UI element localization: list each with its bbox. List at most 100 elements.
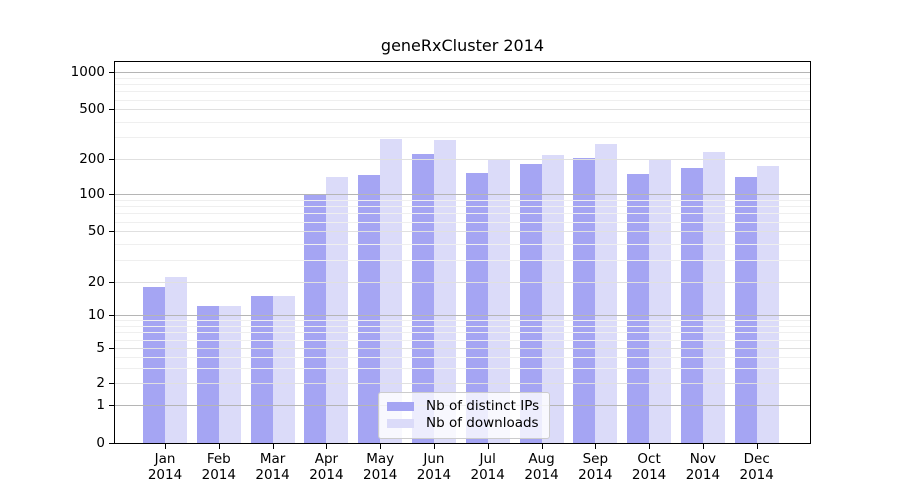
gridline-decade-10	[115, 315, 810, 316]
bar-downloads-jul	[487, 158, 510, 443]
gridline-minor-8	[115, 325, 810, 327]
bar-distinct-ips-jul	[465, 173, 488, 443]
bar-distinct-ips-oct	[627, 174, 650, 443]
x-tick-label-may: May 2014	[363, 451, 398, 483]
bar-distinct-ips-dec	[734, 177, 757, 443]
bar-distinct-ips-jun	[411, 154, 434, 443]
gridline-minor-9	[115, 320, 810, 322]
gridline-labeled-200	[115, 159, 810, 161]
legend-swatch-downloads	[387, 419, 414, 428]
y-tick-label-500: 500	[79, 101, 105, 118]
bar-downloads-jun	[433, 139, 456, 443]
y-tick-label-1000: 1000	[70, 64, 105, 81]
gridline-minor-70	[115, 213, 810, 215]
gridline-decade-1000	[115, 72, 810, 74]
gridline-minor-300	[115, 137, 810, 139]
bar-downloads-oct	[649, 160, 672, 443]
y-tick-mark-50	[109, 231, 114, 233]
gridline-labeled-500	[115, 109, 810, 111]
bar-downloads-aug	[541, 155, 564, 443]
gridline-minor-60	[115, 221, 810, 223]
x-tick-mark-sep	[595, 444, 597, 449]
gridline-minor-900	[115, 77, 810, 79]
x-tick-label-mar: Mar 2014	[255, 451, 290, 483]
bar-distinct-ips-feb	[196, 306, 219, 443]
plot-area	[114, 61, 811, 444]
x-tick-mark-may	[380, 444, 382, 449]
legend-swatch-distinct-ips	[387, 402, 414, 411]
chart-title: geneRxCluster 2014	[380, 36, 545, 55]
x-tick-label-apr: Apr 2014	[309, 451, 344, 483]
y-tick-mark-100	[109, 194, 114, 195]
gridline-minor-7	[115, 332, 810, 334]
y-tick-label-10: 10	[87, 307, 105, 323]
gridline-minor-600	[115, 99, 810, 101]
y-tick-label-200: 200	[79, 151, 105, 168]
gridline-decade-100	[115, 194, 810, 195]
x-tick-mark-oct	[649, 444, 651, 449]
bar-distinct-ips-may	[358, 175, 381, 443]
gridline-minor-4	[115, 356, 810, 358]
gridline-minor-30	[115, 259, 810, 261]
y-tick-label-50: 50	[87, 223, 105, 240]
bar-distinct-ips-aug	[519, 163, 542, 443]
gridline-labeled-20	[115, 282, 810, 283]
x-tick-mark-mar	[272, 444, 274, 449]
bar-downloads-apr	[326, 176, 349, 443]
x-tick-label-feb: Feb 2014	[201, 451, 236, 483]
y-tick-mark-0	[109, 443, 114, 444]
legend-label-distinct-ips: Nb of distinct IPs	[426, 398, 540, 414]
bar-downloads-jan	[165, 276, 187, 443]
gridline-minor-3	[115, 367, 810, 369]
gridline-minor-90	[115, 199, 810, 201]
bar-distinct-ips-sep	[573, 158, 596, 443]
y-tick-label-2: 2	[96, 375, 105, 392]
legend: Nb of distinct IPs Nb of downloads	[378, 392, 551, 439]
bar-downloads-feb	[218, 306, 241, 443]
x-tick-mark-apr	[326, 444, 328, 449]
legend-item-downloads: Nb of downloads	[387, 415, 539, 432]
y-tick-label-0: 0	[96, 435, 105, 451]
x-tick-label-dec: Dec 2014	[739, 451, 774, 483]
x-tick-label-jan: Jan 2014	[147, 451, 183, 483]
x-tick-mark-jul	[487, 444, 489, 449]
y-tick-mark-2	[109, 383, 114, 385]
y-tick-mark-200	[109, 159, 114, 161]
bar-distinct-ips-mar	[250, 295, 273, 443]
x-tick-mark-dec	[756, 444, 758, 449]
x-tick-label-aug: Aug 2014	[524, 451, 559, 483]
y-tick-mark-500	[109, 109, 114, 111]
bar-distinct-ips-jan	[143, 287, 165, 443]
y-tick-label-100: 100	[79, 186, 105, 202]
y-tick-label-20: 20	[87, 274, 105, 290]
gridline-minor-700	[115, 91, 810, 93]
bar-distinct-ips-apr	[304, 195, 327, 443]
y-tick-mark-5	[109, 348, 114, 350]
bar-distinct-ips-nov	[680, 168, 703, 443]
x-tick-mark-feb	[218, 444, 220, 449]
x-tick-mark-jan	[165, 444, 166, 449]
gridline-minor-400	[115, 121, 810, 123]
gridline-labeled-50	[115, 231, 810, 233]
gridline-labeled-2	[115, 383, 810, 385]
gridline-labeled-5	[115, 348, 810, 350]
legend-item-distinct-ips: Nb of distinct IPs	[387, 398, 539, 415]
gridline-minor-800	[115, 84, 810, 86]
bar-downloads-dec	[756, 166, 779, 443]
x-tick-mark-nov	[702, 444, 704, 449]
x-tick-mark-jun	[433, 444, 435, 449]
gridline-minor-80	[115, 206, 810, 207]
y-tick-mark-1000	[109, 72, 114, 74]
bar-downloads-nov	[702, 151, 725, 443]
y-tick-label-5: 5	[96, 340, 105, 357]
legend-label-downloads: Nb of downloads	[426, 415, 539, 431]
y-tick-mark-10	[109, 315, 114, 316]
bar-downloads-mar	[272, 295, 295, 443]
y-tick-mark-20	[109, 282, 114, 283]
y-tick-mark-1	[109, 405, 114, 406]
x-tick-label-oct: Oct 2014	[631, 451, 667, 483]
bar-downloads-sep	[595, 143, 618, 443]
x-tick-label-jun: Jun 2014	[416, 451, 452, 483]
gridline-minor-40	[115, 243, 810, 245]
